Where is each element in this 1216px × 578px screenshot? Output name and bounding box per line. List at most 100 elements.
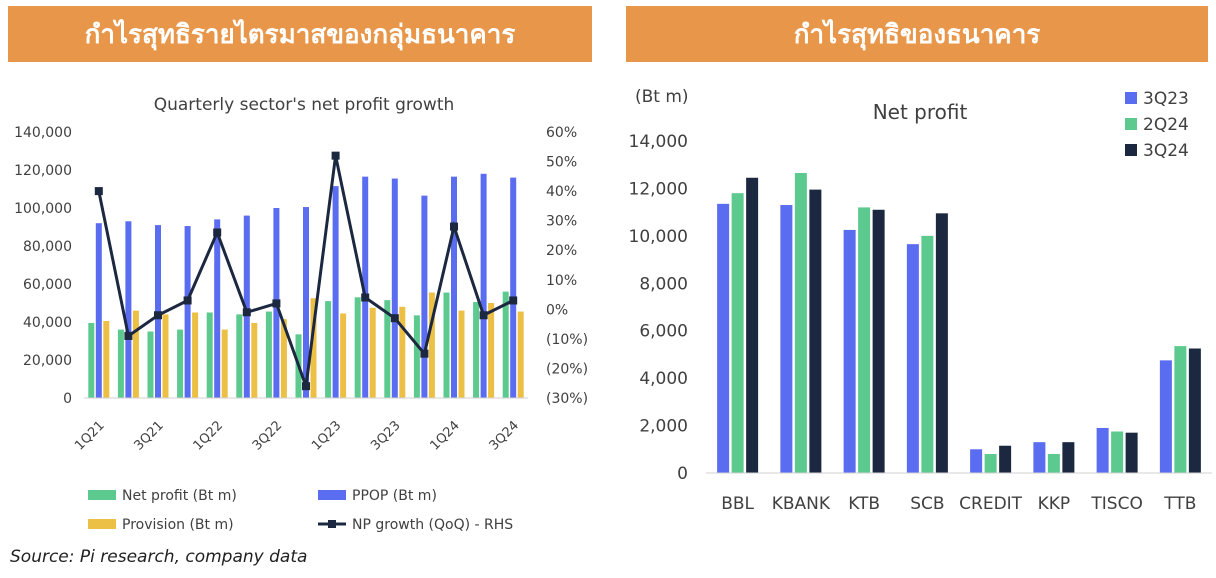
bar-provision (399, 306, 406, 398)
bar-3q24 (1125, 432, 1138, 473)
bar-2q24 (1111, 431, 1124, 473)
bar-net (354, 297, 361, 398)
legend-label: NP growth (QoQ) - RHS (352, 517, 513, 533)
np-growth-point (183, 296, 192, 305)
y-tick-label: 100,000 (14, 201, 72, 217)
x-tick-label: BBL (721, 494, 754, 514)
x-tick-label: KBANK (772, 494, 831, 514)
np-growth-point (361, 293, 370, 302)
bank-net-profit-chart: (Bt m) Net profit 0 2,000 4,000 6,000 8,000 10,… (629, 87, 1212, 514)
x-tick-label: KKP (1038, 494, 1071, 514)
legend-swatch (88, 519, 116, 529)
left-panel-header: กำไรสุทธิรายไตรมาสของกลุ่มธนาคาร (8, 6, 592, 62)
bar-3q23 (1096, 427, 1109, 473)
bar-provision (280, 319, 287, 398)
y2-tick-label: (20%) (546, 361, 588, 377)
bar-provision (221, 329, 228, 398)
np-growth-point (272, 299, 281, 308)
legend-label: PPOP (Bt m) (352, 488, 437, 504)
bar-net (265, 311, 272, 398)
x-tick-label: 1Q24 (427, 418, 462, 453)
y-tick-label: 80,000 (23, 239, 72, 255)
bar-provision (192, 312, 199, 398)
legend-swatch (1125, 92, 1137, 104)
chart-title: Net profit (873, 100, 968, 124)
np-growth-point (94, 187, 103, 196)
legend-swatch-marker (328, 520, 336, 528)
bar-2q24 (921, 235, 934, 473)
x-tick-label: 3Q23 (368, 418, 403, 453)
bar-provision (103, 321, 110, 398)
np-growth-point (242, 308, 251, 317)
np-growth-point (213, 228, 222, 237)
x-tick-label: 3Q24 (487, 418, 522, 453)
bar-3q23 (970, 449, 983, 473)
x-tick-label: SCB (910, 494, 944, 514)
unit-label: (Bt m) (635, 87, 689, 107)
y-tick-label: 20,000 (23, 353, 72, 369)
y-tick-label: 8,000 (639, 274, 688, 294)
np-growth-point (331, 151, 340, 160)
y-tick-label: 0 (677, 464, 688, 484)
bar-net (88, 322, 95, 398)
bar-ppop (243, 215, 250, 398)
chart-title: Quarterly sector's net profit growth (154, 95, 455, 115)
bar-3q23 (717, 203, 730, 473)
y-tick-label: 6,000 (639, 322, 688, 342)
y2-tick-label: 30% (546, 214, 577, 230)
x-tick-label: 3Q21 (131, 418, 166, 453)
legend-label: 3Q23 (1143, 89, 1189, 109)
np-growth-point (154, 311, 162, 320)
bar-provision (310, 298, 317, 398)
bar-ppop (184, 226, 191, 398)
np-growth-point (390, 314, 399, 323)
y2-tick-label: 50% (546, 155, 577, 171)
bar-ppop (95, 223, 102, 398)
bar-ppop (214, 219, 221, 398)
bar-3q23 (906, 244, 919, 473)
y-tick-label: 4,000 (639, 369, 688, 389)
bar-3q24 (1062, 442, 1075, 473)
legend-swatch (1125, 118, 1137, 130)
y2-tick-label: (10%) (546, 332, 588, 348)
bar-net (206, 312, 213, 398)
bar-2q24 (1174, 346, 1187, 473)
legend-label: Provision (Bt m) (122, 517, 234, 533)
bar-ppop (480, 173, 487, 398)
y-tick-label: 0 (63, 391, 72, 407)
y2-tick-label: 0% (546, 302, 568, 318)
bar-ppop (510, 177, 517, 398)
legend-swatch (318, 490, 346, 500)
bar-provision (458, 310, 465, 398)
bar-2q24 (794, 173, 807, 473)
bar-net (413, 315, 420, 398)
bar-ppop (303, 207, 309, 398)
y2-tick-label: (30%) (546, 391, 588, 407)
x-tick-label: TISCO (1090, 494, 1142, 514)
y2-tick-label: 20% (546, 243, 577, 259)
y-tick-label: 140,000 (14, 125, 72, 141)
quarterly-profit-growth-chart: Quarterly sector's net profit growth 0 20,… (14, 95, 588, 533)
bar-net (502, 291, 509, 398)
bar-2q24 (858, 207, 871, 473)
x-tick-label: 1Q22 (191, 418, 226, 453)
bar-net (443, 292, 450, 398)
bar-ppop (451, 176, 457, 398)
legend-label: 3Q24 (1143, 141, 1189, 161)
bar-net (384, 300, 391, 398)
bar-net (236, 314, 243, 398)
np-growth-point (302, 382, 310, 391)
y-tick-label: 60,000 (23, 277, 72, 293)
bar-3q24 (1188, 348, 1201, 473)
np-growth-point (479, 311, 488, 320)
bar-3q24 (999, 445, 1012, 473)
y2-tick-label: 60% (546, 125, 577, 141)
bar-3q23 (780, 205, 793, 473)
y-tick-label: 2,000 (639, 417, 688, 437)
bar-3q24 (872, 209, 885, 473)
x-tick-label: 1Q21 (72, 418, 107, 453)
bar-provision (517, 311, 524, 398)
bar-provision (162, 314, 169, 398)
bar-3q23 (1033, 442, 1046, 473)
legend-swatch (1125, 144, 1137, 156)
